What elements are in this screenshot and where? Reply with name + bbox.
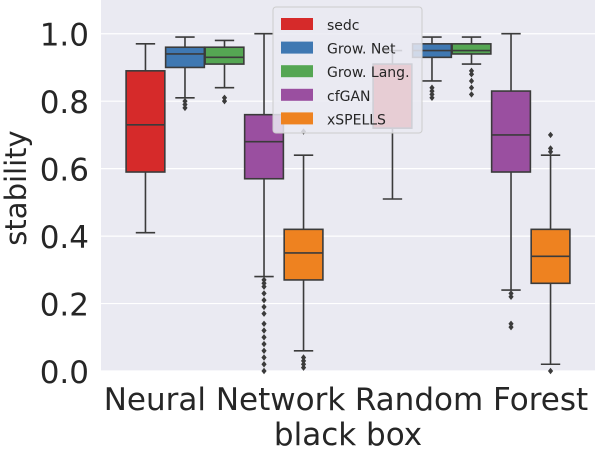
box — [126, 71, 165, 172]
y-tick-label: 0.0 — [40, 355, 89, 391]
y-tick-label: 0.2 — [40, 288, 89, 324]
x-tick-labels: Neural Network Random Forest — [104, 382, 588, 418]
legend-label: Grow. Lang. — [327, 65, 410, 81]
x-tick-label: Neural Network — [104, 382, 346, 418]
y-axis-label: stability — [0, 130, 33, 245]
legend-label: cfGAN — [327, 89, 371, 105]
legend-swatch — [281, 42, 313, 54]
box — [452, 44, 491, 54]
box — [284, 229, 323, 280]
legend-label: Grow. Net — [327, 42, 396, 58]
legend-swatch — [281, 18, 313, 30]
legend: sedc Grow. Net Grow. Lang. cfGAN xSPELLS — [273, 7, 422, 133]
box — [492, 91, 531, 172]
x-tick-label: Random Forest — [355, 382, 588, 418]
legend-swatch — [281, 89, 313, 101]
legend-swatch — [281, 65, 313, 77]
box — [205, 47, 244, 64]
legend-label: xSPELLS — [327, 112, 386, 128]
legend-swatch — [281, 112, 313, 124]
legend-label: sedc — [327, 18, 360, 34]
x-axis-label: black box — [274, 417, 422, 453]
y-tick-label: 1.0 — [40, 18, 89, 54]
y-tick-labels: 0.0 0.2 0.4 0.6 0.8 1.0 — [40, 18, 89, 391]
y-tick-label: 0.4 — [40, 220, 89, 256]
box — [166, 47, 205, 67]
y-tick-label: 0.6 — [40, 153, 89, 189]
y-tick-label: 0.8 — [40, 85, 89, 121]
